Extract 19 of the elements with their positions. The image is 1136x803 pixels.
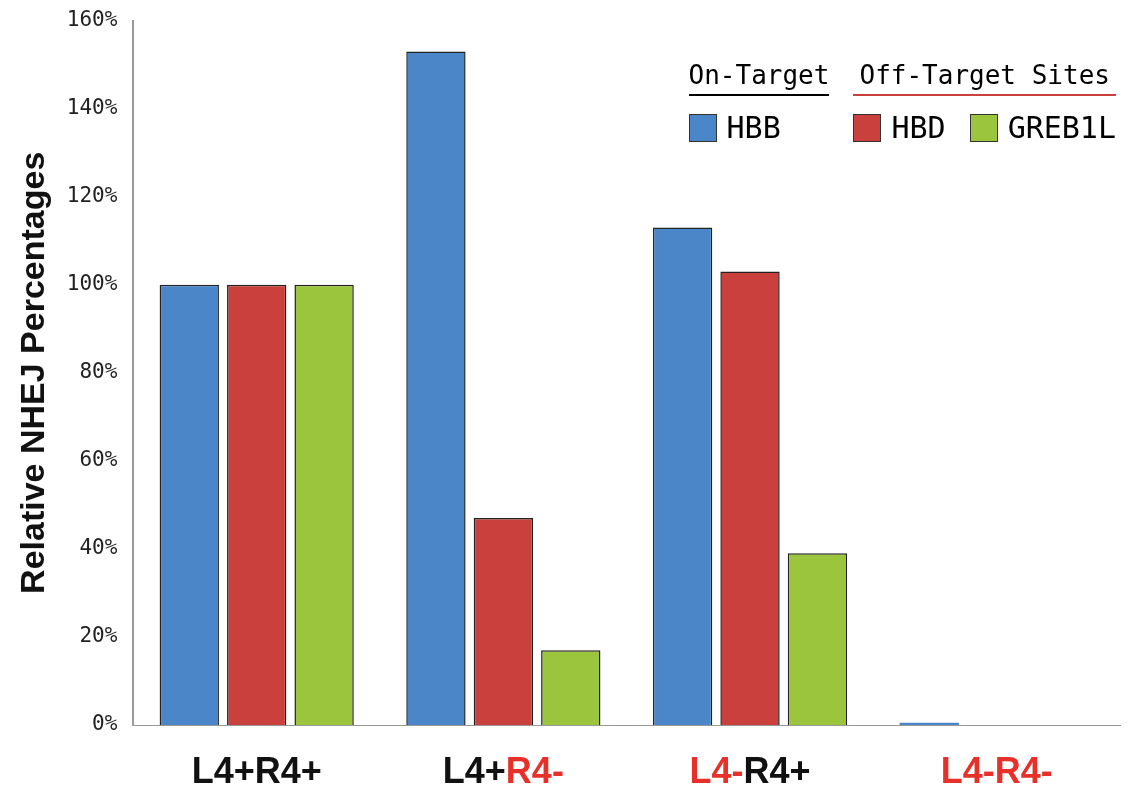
x-tick-label: L4-R4+ (689, 749, 811, 791)
legend-label: GREB1L (1007, 110, 1116, 145)
x-tick-label: L4+R4- (442, 749, 564, 791)
legend-label: HBD (891, 110, 946, 145)
y-tick-label: 120% (66, 183, 118, 208)
x-tick-label: L4-R4- (940, 749, 1053, 791)
annotation: On-Target (688, 60, 830, 96)
y-tick-label: 140% (66, 95, 118, 120)
y-tick-label: 80% (79, 359, 118, 384)
y-axis-title: Relative NHEJ Percentages (12, 151, 51, 594)
annotation: Off-Target Sites (853, 60, 1116, 96)
x-tick-label: L4+R4+ (191, 749, 322, 791)
y-tick-label: 0% (92, 711, 118, 736)
y-tick-label: 100% (66, 271, 118, 296)
y-tick-label: 20% (79, 623, 118, 648)
y-tick-label: 160% (66, 7, 118, 32)
y-tick-label: 60% (79, 447, 118, 472)
y-tick-label: 40% (79, 535, 118, 560)
legend-label: HBB (726, 110, 781, 145)
